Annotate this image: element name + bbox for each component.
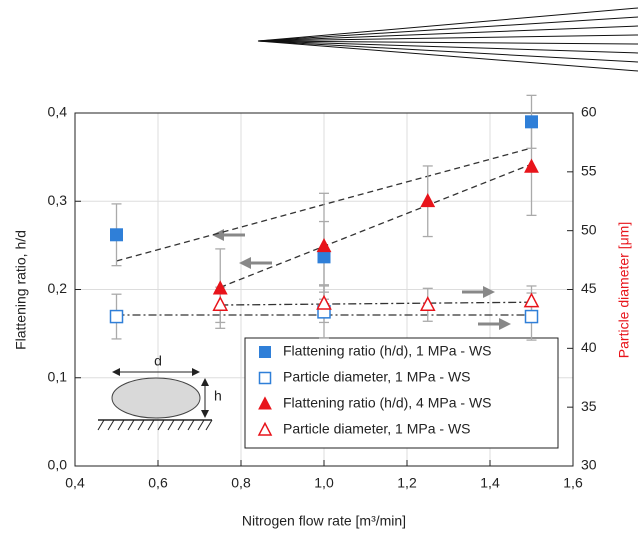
legend-label: Particle diameter, 1 MPa - WS [283, 369, 471, 385]
marker [212, 280, 228, 295]
x-tick-label: 1,2 [397, 475, 417, 491]
legend-marker [258, 396, 272, 410]
y2-tick-label: 60 [581, 104, 597, 120]
y2-tick-label: 55 [581, 163, 597, 179]
marker [316, 294, 332, 310]
x-tick-label: 1,4 [480, 475, 500, 491]
legend-marker [258, 371, 272, 385]
marker [317, 250, 331, 264]
trend-line [220, 301, 532, 306]
marker [212, 295, 229, 311]
direction-arrows [212, 229, 511, 330]
legend-marker [257, 421, 273, 436]
legend-label: Flattening ratio (h/d), 1 MPa - WS [283, 343, 492, 359]
x-tick-label: 1,6 [563, 475, 583, 491]
y-tick-label: 0,2 [48, 280, 68, 296]
y2-tick-label: 30 [581, 457, 597, 473]
y-axis-label: Flattening ratio, h/d [13, 230, 29, 350]
legend-label: Particle diameter, 1 MPa - WS [283, 421, 471, 437]
fan-decoration [257, 7, 638, 72]
x-axis-label: Nitrogen flow rate [m³/min] [242, 513, 406, 529]
y-tick-label: 0,4 [48, 104, 68, 120]
trend-line [220, 163, 532, 288]
marker [110, 228, 123, 242]
inset-diagram: d h [97, 353, 222, 431]
marker [523, 292, 540, 308]
marker [524, 158, 539, 173]
marker [420, 192, 436, 208]
y-tick-label: 0,0 [48, 457, 68, 473]
marker [419, 295, 436, 311]
y2-tick-label: 45 [581, 280, 597, 296]
x-tick-label: 0,4 [65, 475, 85, 491]
marker [316, 237, 332, 253]
y2-tick-label: 35 [581, 398, 597, 414]
y-tick-label: 0,1 [48, 368, 68, 384]
x-tick-label: 1,0 [314, 475, 334, 491]
marker [525, 115, 538, 129]
y2-axis-label: Particle diameter [μm] [616, 222, 632, 358]
legend [244, 337, 559, 449]
legend-marker [259, 346, 271, 358]
y-tick-label: 0,3 [48, 192, 68, 208]
inset-label: h [214, 388, 222, 404]
y2-tick-label: 50 [581, 221, 597, 237]
y2-tick-label: 40 [581, 339, 597, 355]
marker [109, 309, 124, 324]
x-tick-label: 0,6 [148, 475, 168, 491]
marker [524, 309, 539, 324]
legend-label: Flattening ratio (h/d), 4 MPa - WS [283, 395, 492, 411]
x-tick-label: 0,8 [231, 475, 251, 491]
inset-label: d [154, 353, 162, 369]
